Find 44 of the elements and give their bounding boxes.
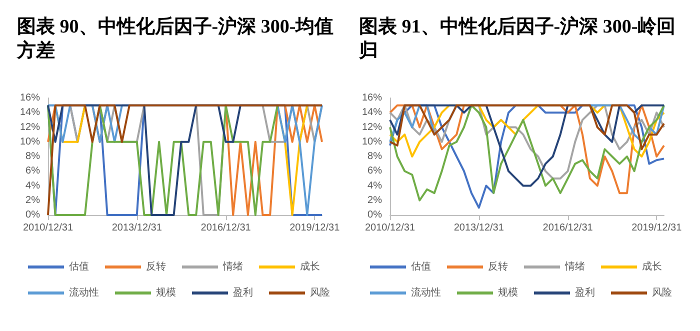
x-tick-label: 2016/12/31 xyxy=(542,222,594,234)
y-tick-label: 0% xyxy=(26,210,40,220)
legend-label: 估值 xyxy=(69,262,89,272)
x-tick-label: 2010/12/31 xyxy=(22,222,74,234)
legend-label: 风险 xyxy=(652,286,672,298)
legend-label: 成长 xyxy=(300,260,320,272)
legend-label: 盈利 xyxy=(233,286,253,298)
legend-label: 估值 xyxy=(411,262,431,272)
y-tick-label: 8% xyxy=(368,151,382,162)
y-tick-label: 2% xyxy=(26,194,40,206)
x-tick-label: 2013/12/31 xyxy=(112,222,162,234)
legend-label: 情绪 xyxy=(564,260,585,272)
legend-label: 盈利 xyxy=(575,286,595,298)
y-tick-label: 16% xyxy=(362,92,382,104)
x-tick-label: 2016/12/31 xyxy=(200,222,252,234)
y-tick-label: 4% xyxy=(26,180,40,192)
y-tick-label: 4% xyxy=(368,180,382,192)
legend-label: 反转 xyxy=(146,260,166,272)
x-tick-label: 2019/12/31 xyxy=(632,222,682,234)
legend-label: 反转 xyxy=(488,260,508,272)
x-tick-label: 2013/12/31 xyxy=(454,222,504,234)
legend-label: 情绪 xyxy=(222,260,243,272)
legend-label: 流动性 xyxy=(69,286,99,298)
y-tick-label: 16% xyxy=(20,92,40,104)
y-tick-label: 2% xyxy=(368,194,382,206)
legend-label: 规模 xyxy=(498,286,518,298)
y-tick-label: 10% xyxy=(362,136,382,148)
legend-label: 风险 xyxy=(310,286,330,298)
y-tick-label: 8% xyxy=(26,151,40,162)
chart-title: 图表 91、中性化后因子-沪深 300-岭回归 xyxy=(358,16,676,62)
y-tick-label: 12% xyxy=(20,122,40,133)
x-tick-label: 2019/12/31 xyxy=(290,222,340,234)
y-tick-label: 12% xyxy=(362,122,382,133)
legend-label: 规模 xyxy=(156,286,176,298)
y-tick-label: 14% xyxy=(20,107,40,118)
x-tick-label: 2010/12/31 xyxy=(364,222,416,234)
y-tick-label: 10% xyxy=(20,136,40,148)
y-tick-label: 0% xyxy=(368,210,382,220)
y-tick-label: 6% xyxy=(368,166,382,177)
y-tick-label: 6% xyxy=(26,166,40,177)
legend-label: 成长 xyxy=(642,260,662,272)
y-tick-label: 14% xyxy=(362,107,382,118)
chart-title: 图表 90、中性化后因子-沪深 300-均值方差 xyxy=(16,16,334,62)
legend-label: 流动性 xyxy=(411,286,441,298)
